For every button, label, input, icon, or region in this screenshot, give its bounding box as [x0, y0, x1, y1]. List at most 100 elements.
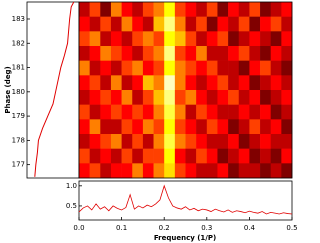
heatmap-cell	[249, 75, 261, 91]
heatmap-cell	[238, 31, 250, 47]
heatmap-cell	[89, 134, 101, 149]
heatmap-cell	[228, 16, 240, 32]
heatmap-cell	[206, 163, 218, 179]
heatmap-cell	[270, 46, 282, 61]
heatmap-cell	[100, 90, 112, 105]
x-tick-label: 0.2	[159, 224, 170, 232]
heatmap-cell	[249, 46, 261, 61]
heatmap-cell	[79, 46, 90, 61]
heatmap-cell	[89, 104, 101, 120]
heatmap-cell	[121, 16, 133, 32]
heatmap-cell	[142, 60, 154, 76]
x-tick-label: 0.1	[116, 224, 127, 232]
heatmap-cell	[217, 75, 229, 91]
heatmap-cell	[260, 104, 271, 120]
heatmap-cell	[238, 60, 250, 76]
heatmap-cell	[100, 31, 112, 47]
heatmap-cell	[206, 75, 218, 91]
heatmap-cell	[196, 134, 208, 149]
heatmap-cell	[270, 134, 282, 149]
y-tick-label: 178	[12, 136, 25, 144]
heatmap-cell	[281, 104, 293, 120]
heatmap-cell	[206, 2, 218, 17]
heatmap-cell	[196, 104, 208, 120]
heatmap-cell	[100, 60, 112, 76]
heatmap-cell	[196, 163, 208, 179]
heatmap-cell	[260, 134, 271, 149]
heatmap-cell	[164, 75, 176, 91]
heatmap-cell	[174, 31, 186, 47]
heatmap-cell	[206, 46, 218, 61]
heatmap-cell	[100, 163, 112, 179]
y-tick-label: 179	[12, 112, 25, 120]
heatmap-cell	[185, 31, 197, 47]
heatmap-cell	[281, 163, 293, 179]
heatmap-cell	[121, 104, 133, 120]
heatmap-cell	[185, 75, 197, 91]
heatmap-cell	[79, 134, 90, 149]
heatmap-cell	[153, 119, 165, 135]
heatmap-cell	[217, 90, 229, 105]
heatmap-cell	[121, 148, 133, 164]
heatmap-cell	[121, 163, 133, 179]
heatmap-cell	[132, 163, 144, 179]
heatmap-cell	[260, 31, 271, 47]
heatmap-cell	[121, 46, 133, 61]
heatmap-cell	[238, 46, 250, 61]
heatmap-cell	[217, 46, 229, 61]
heatmap-cell	[110, 31, 122, 47]
heatmap-cell	[153, 60, 165, 76]
heatmap-cell	[206, 90, 218, 105]
y-tick-label: 180	[12, 88, 25, 96]
heatmap-cell	[228, 31, 240, 47]
heatmap-cell	[132, 148, 144, 164]
heatmap-cell	[89, 163, 101, 179]
heatmap-cell	[100, 75, 112, 91]
heatmap-cell	[270, 2, 282, 17]
heatmap-cell	[281, 2, 293, 17]
heatmap-cell	[110, 104, 122, 120]
heatmap-cell	[132, 75, 144, 91]
heatmap-cell	[196, 46, 208, 61]
heatmap-cell	[260, 75, 271, 91]
heatmap-cell	[79, 104, 90, 120]
heatmap-cell	[164, 16, 176, 32]
heatmap-cell	[196, 16, 208, 32]
heatmap-cell	[153, 75, 165, 91]
heatmap-cell	[270, 31, 282, 47]
heatmap-cell	[164, 104, 176, 120]
heatmap-cell	[174, 75, 186, 91]
heatmap-cell	[206, 134, 218, 149]
heatmap-cell	[132, 16, 144, 32]
y-axis-label: Phase (deg)	[4, 66, 12, 113]
heatmap-cell	[89, 2, 101, 17]
heatmap-cell	[132, 60, 144, 76]
heatmap-cell	[110, 2, 122, 17]
heatmap-cell	[206, 31, 218, 47]
heatmap-cell	[153, 46, 165, 61]
heatmap-cell	[153, 148, 165, 164]
heatmap-cell	[228, 104, 240, 120]
heatmap-cell	[79, 16, 90, 32]
heatmap-cell	[185, 134, 197, 149]
heatmap-cell	[121, 119, 133, 135]
heatmap-cell	[281, 60, 293, 76]
heatmap-cell	[249, 119, 261, 135]
heatmap-cell	[132, 2, 144, 17]
heatmap-cell	[185, 46, 197, 61]
heatmap-cell	[185, 60, 197, 76]
heatmap-cell	[110, 16, 122, 32]
heatmap-cell	[110, 148, 122, 164]
heatmap-cell	[79, 119, 90, 135]
heatmap-cell	[196, 31, 208, 47]
heatmap-cell	[270, 60, 282, 76]
heatmap-cell	[142, 104, 154, 120]
heatmap-cell	[281, 119, 293, 135]
heatmap-cell	[228, 148, 240, 164]
heatmap-cell	[164, 148, 176, 164]
heatmap-cell	[249, 104, 261, 120]
y-tick-label: 181	[12, 64, 25, 72]
heatmap-cell	[132, 31, 144, 47]
heatmap-cell	[185, 90, 197, 105]
heatmap-cell	[79, 75, 90, 91]
